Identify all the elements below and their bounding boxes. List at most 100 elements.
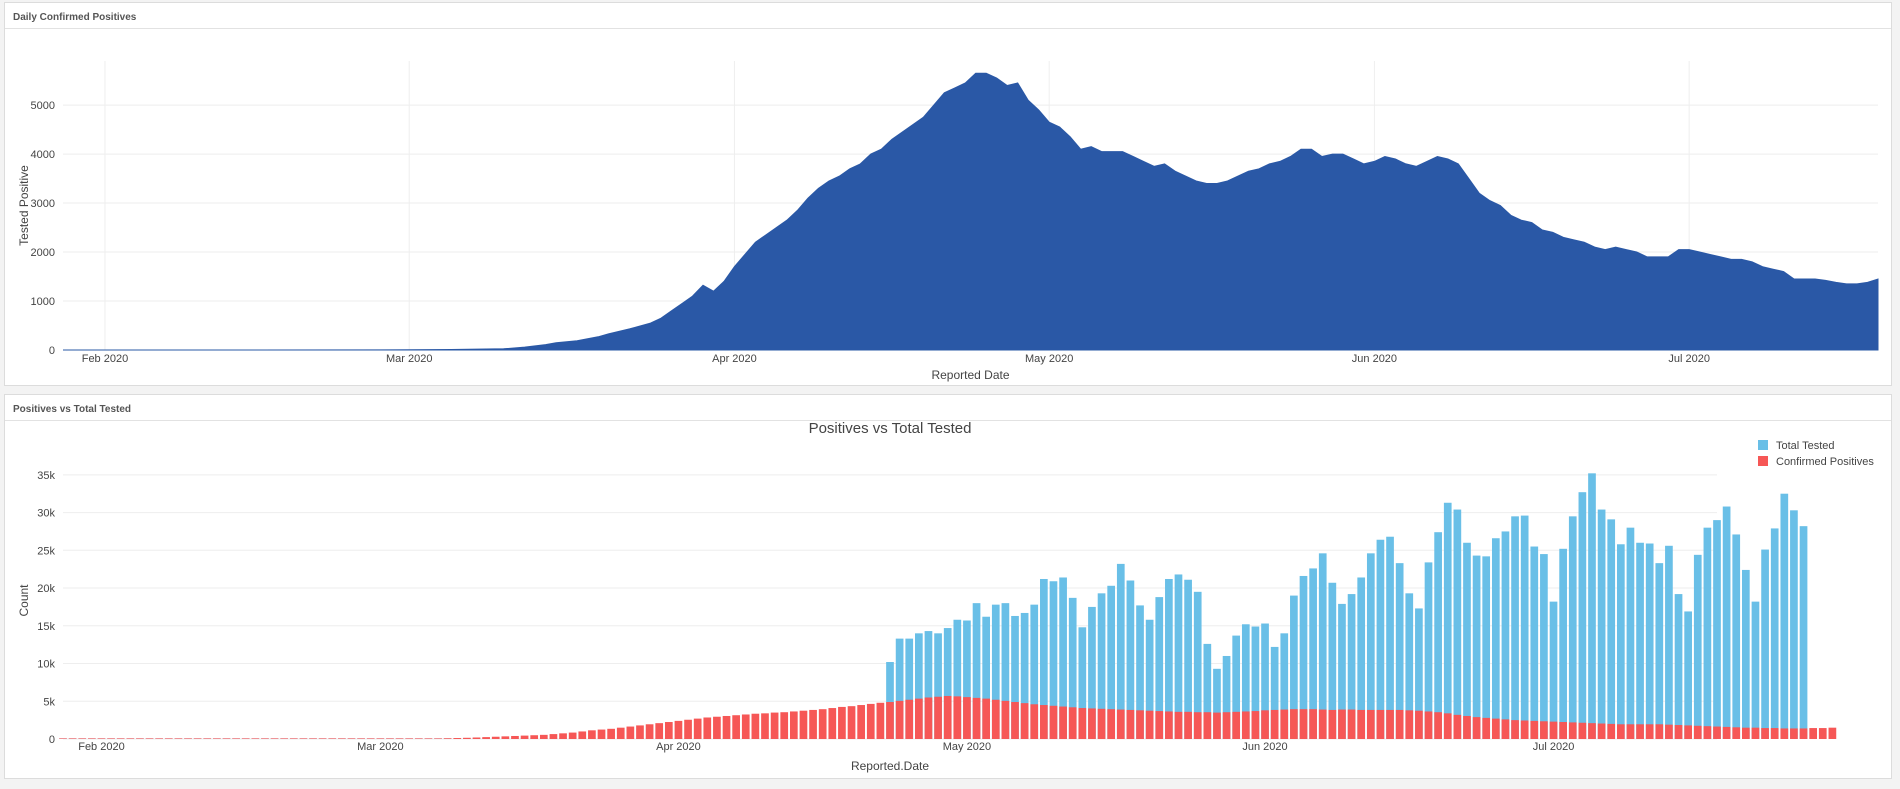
bar-confirmed-positives [347,738,356,739]
bar-confirmed-positives [626,726,635,739]
bar-total-tested [1088,606,1096,739]
bar-total-tested [1742,569,1750,739]
bar-total-tested [1491,538,1500,739]
bar-confirmed-positives [1395,709,1404,739]
bar-confirmed-positives [1328,709,1337,739]
bar-confirmed-positives [338,738,346,739]
bar-confirmed-positives [376,738,385,739]
bar-total-tested [1540,554,1548,739]
bar-confirmed-positives [1645,724,1654,739]
bar-total-tested [1655,563,1664,739]
y-tick-label: 15k [37,621,55,633]
bar-confirmed-positives [664,722,673,739]
bar-confirmed-positives [453,738,462,739]
bar-confirmed-positives [1059,706,1067,739]
bar-confirmed-positives [222,738,231,739]
bar-confirmed-positives [1309,709,1317,739]
bar-confirmed-positives [1386,709,1394,739]
bar-total-tested [991,604,1000,739]
chart-title: Positives vs Total Tested [809,421,972,437]
bar-confirmed-positives [895,700,904,739]
bar-confirmed-positives [501,736,510,739]
bar-confirmed-positives [270,738,279,739]
bar-confirmed-positives [511,735,519,739]
bar-total-tested [1213,668,1221,739]
bar-total-tested [1049,581,1058,739]
bar-confirmed-positives [1261,710,1269,739]
bar-confirmed-positives [1453,714,1462,739]
bar-confirmed-positives [703,717,712,739]
bar-confirmed-positives [1568,722,1577,739]
bar-confirmed-positives [386,738,394,739]
bar-total-tested [895,638,904,739]
bar-confirmed-positives [1540,721,1548,739]
bar-confirmed-positives [88,738,96,739]
bar-total-tested [1068,597,1077,739]
bar-confirmed-positives [549,734,558,739]
bar-confirmed-positives [1799,728,1808,739]
bar-total-tested [1290,595,1298,739]
bar-confirmed-positives [1655,724,1664,739]
bar-confirmed-positives [1520,720,1529,739]
bar-confirmed-positives [1347,709,1356,739]
bar-total-tested [1280,633,1289,739]
bar-confirmed-positives [636,725,644,739]
bar-confirmed-positives [1155,711,1164,739]
bar-total-tested [982,616,991,739]
bar-confirmed-positives [1443,713,1452,739]
bar-total-tested [1386,536,1394,739]
legend-label[interactable]: Total Tested [1776,440,1835,452]
bar-confirmed-positives [174,738,183,739]
bar-total-tested [1636,542,1644,739]
bar-confirmed-positives [203,738,212,739]
bar-confirmed-positives [905,699,914,739]
bar-total-tested [1338,603,1346,739]
bar-confirmed-positives [1203,712,1212,739]
bar-confirmed-positives [1424,711,1433,739]
bar-confirmed-positives [1415,710,1423,739]
bar-total-tested [1251,626,1260,739]
bar-confirmed-positives [713,716,721,739]
bar-total-tested [905,638,914,739]
x-axis-title: Reported Date [931,368,1009,382]
bar-confirmed-positives [1222,712,1231,739]
bar-total-tested [1116,563,1125,739]
bar-confirmed-positives [1174,711,1183,739]
bar-total-tested [1501,531,1510,739]
bar-total-tested [1376,539,1385,739]
bar-confirmed-positives [318,738,327,739]
bar-confirmed-positives [539,734,548,739]
bar-total-tested [1722,506,1731,739]
legend-swatch[interactable] [1758,456,1768,466]
bar-confirmed-positives [116,738,125,739]
bar-confirmed-positives [261,738,269,739]
bar-confirmed-positives [1828,727,1837,739]
bar-total-tested [1597,509,1606,739]
legend-label[interactable]: Confirmed Positives [1776,456,1874,468]
bar-total-tested [1136,605,1144,739]
bar-confirmed-positives [1318,709,1327,739]
y-tick-label: 5k [43,696,55,708]
bar-total-tested [1607,519,1616,739]
bar-total-tested [1078,627,1087,739]
bar-total-tested [1222,655,1231,739]
x-axis-title: Reported.Date [851,759,929,773]
bar-confirmed-positives [770,712,779,739]
bar-total-tested [1434,532,1442,739]
bar-confirmed-positives [943,695,952,739]
bar-confirmed-positives [1116,709,1125,739]
bar-confirmed-positives [799,710,808,739]
bar-confirmed-positives [155,738,164,739]
bar-confirmed-positives [1818,728,1827,739]
bar-total-tested [1059,577,1067,739]
bar-confirmed-positives [1472,717,1481,739]
y-tick-label: 0 [49,734,55,746]
bar-confirmed-positives [1491,718,1500,739]
bar-confirmed-positives [213,738,221,739]
legend-swatch[interactable] [1758,440,1768,450]
bar-confirmed-positives [97,738,106,739]
bar-confirmed-positives [1482,717,1491,739]
bar-confirmed-positives [751,713,760,739]
bar-confirmed-positives [1761,728,1769,739]
bar-confirmed-positives [866,703,875,739]
